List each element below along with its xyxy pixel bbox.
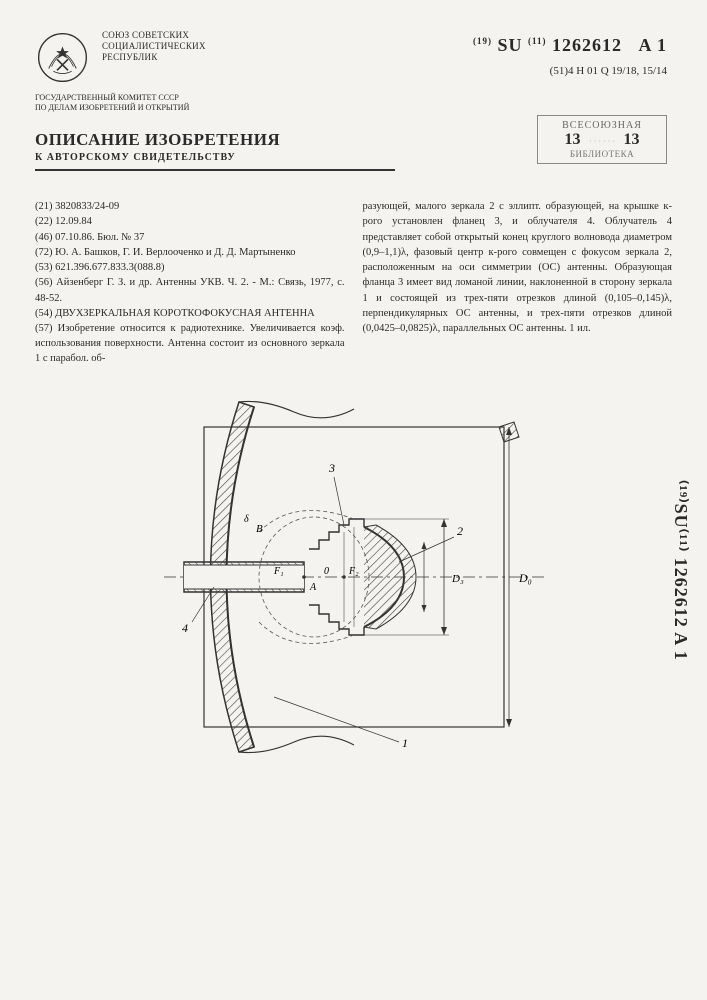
- right-column: разующей, малого зеркала 2 с эллипт. обр…: [363, 199, 673, 366]
- label-3: 3: [328, 461, 335, 475]
- dim-f1: F₁: [273, 566, 284, 577]
- field-53: (53) 621.396.677.833.3(088.8): [35, 260, 345, 275]
- label-1: 1: [402, 736, 408, 750]
- dim-o: 0: [324, 566, 329, 577]
- body-text: (21) 3820833/24-09 (22) 12.09.84 (46) 07…: [35, 199, 672, 366]
- emblem-country-text: СОЮЗ СОВЕТСКИХ СОЦИАЛИСТИЧЕСКИХ РЕСПУБЛИ…: [102, 30, 242, 62]
- antenna-figure: D₀ D₃ 3 2 4 1 B F₁ A 0 F₂ δ: [35, 377, 672, 777]
- field-54: (54) ДВУХЗЕРКАЛЬНАЯ КОРОТКОФОКУСНАЯ АНТЕ…: [35, 306, 345, 321]
- left-column: (21) 3820833/24-09 (22) 12.09.84 (46) 07…: [35, 199, 345, 366]
- dim-f2: F₂: [348, 566, 359, 577]
- doc-number: 1262612: [552, 35, 622, 55]
- title-block: ОПИСАНИЕ ИЗОБРЕТЕНИЯ К АВТОРСКОМУ СВИДЕТ…: [35, 130, 395, 171]
- stamp-right-num: 13: [623, 131, 639, 149]
- ussr-emblem-icon: [35, 30, 90, 85]
- committee-name: ГОСУДАРСТВЕННЫЙ КОМИТЕТ СССР ПО ДЕЛАМ ИЗ…: [35, 93, 205, 112]
- dim-d3: D₃: [451, 573, 464, 585]
- field-56: (56) Айзенберг Г. З. и др. Антенны УКВ. …: [35, 275, 345, 305]
- country-prefix: (19): [473, 36, 492, 46]
- field-46: (46) 07.10.86. Бюл. № 37: [35, 230, 345, 245]
- emblem-line2: СОЦИАЛИСТИЧЕСКИХ: [102, 41, 242, 52]
- country-code: SU: [497, 35, 522, 55]
- dim-delta: δ: [244, 514, 249, 525]
- antenna-diagram-icon: D₀ D₃ 3 2 4 1 B F₁ A 0 F₂ δ: [144, 377, 564, 777]
- library-stamp: ВСЕСОЮЗНАЯ 13 · · · · · · 13 БИБЛИОТЕКА: [537, 115, 667, 164]
- emblem-line3: РЕСПУБЛИК: [102, 52, 242, 63]
- stamp-top: ВСЕСОЮЗНАЯ: [546, 120, 658, 131]
- label-2: 2: [457, 524, 463, 538]
- emblem-line1: СОЮЗ СОВЕТСКИХ: [102, 30, 242, 41]
- title-sub: К АВТОРСКОМУ СВИДЕТЕЛЬСТВУ: [35, 152, 395, 163]
- stamp-left-num: 13: [565, 131, 581, 149]
- field-22: (22) 12.09.84: [35, 214, 345, 229]
- title-main: ОПИСАНИЕ ИЗОБРЕТЕНИЯ: [35, 130, 395, 150]
- dim-a: A: [309, 582, 317, 593]
- dim-b: B: [256, 523, 263, 535]
- committee-line1: ГОСУДАРСТВЕННЫЙ КОМИТЕТ СССР: [35, 93, 205, 103]
- document-code: (19) SU (11) 1262612 A 1: [473, 35, 667, 56]
- field-72: (72) Ю. А. Башков, Г. И. Верлооченко и Д…: [35, 245, 345, 260]
- side-document-code: ⁽¹⁹⁾SU⁽¹¹⁾ 1262612 A 1: [670, 480, 692, 661]
- label-4: 4: [182, 621, 188, 635]
- stamp-bottom: БИБЛИОТЕКА: [546, 149, 658, 159]
- field-21: (21) 3820833/24-09: [35, 199, 345, 214]
- right-para: разующей, малого зеркала 2 с эллипт. обр…: [363, 199, 673, 336]
- classification-code: (51)4 H 01 Q 19/18, 15/14: [550, 65, 667, 77]
- dim-d0: D₀: [518, 571, 532, 585]
- docnum-prefix: (11): [528, 36, 547, 46]
- doc-kind: A 1: [638, 35, 667, 55]
- field-57: (57) Изобретение относится к радиотехник…: [35, 321, 345, 367]
- committee-line2: ПО ДЕЛАМ ИЗОБРЕТЕНИЙ И ОТКРЫТИЙ: [35, 103, 205, 113]
